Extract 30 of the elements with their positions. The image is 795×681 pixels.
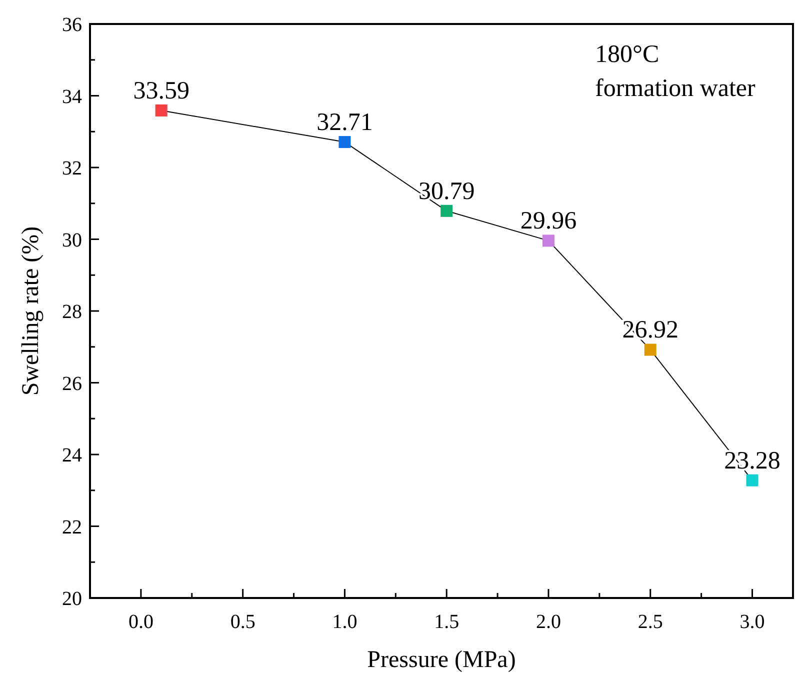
x-tick-label: 0.5 bbox=[230, 611, 256, 633]
x-tick-label: 0.0 bbox=[128, 611, 154, 633]
y-tick-label: 24 bbox=[62, 444, 82, 466]
data-label: 33.59 bbox=[133, 77, 190, 104]
point bbox=[155, 104, 168, 116]
data-label: 30.79 bbox=[418, 178, 475, 205]
point bbox=[542, 234, 554, 247]
point bbox=[746, 474, 758, 486]
y-axis-title: Swelling rate (%) bbox=[18, 226, 44, 396]
x-tick-label: 2.0 bbox=[536, 611, 561, 633]
x-axis-title: Pressure (MPa) bbox=[367, 647, 516, 673]
y-tick-label: 36 bbox=[62, 14, 82, 36]
y-tick-label: 20 bbox=[62, 588, 82, 610]
x-tick-label: 2.5 bbox=[638, 611, 663, 633]
data-label: 29.96 bbox=[520, 208, 577, 235]
y-tick-label: 22 bbox=[62, 516, 82, 538]
point bbox=[440, 204, 453, 217]
y-tick-label: 34 bbox=[62, 86, 82, 108]
y-tick-label: 26 bbox=[62, 372, 82, 395]
y-tick-label: 28 bbox=[62, 301, 82, 323]
annotation: formation water bbox=[595, 75, 756, 102]
annotation: 180°C bbox=[595, 41, 660, 68]
y-tick-label: 32 bbox=[62, 158, 82, 180]
point bbox=[338, 136, 351, 148]
x-tick-label: 1.0 bbox=[332, 611, 358, 633]
y-tick-label: 30 bbox=[62, 229, 82, 252]
x-tick-label: 3.0 bbox=[740, 611, 765, 633]
x-tick-label: 1.5 bbox=[434, 611, 460, 633]
point bbox=[644, 344, 656, 356]
data-label: 32.71 bbox=[316, 109, 373, 136]
